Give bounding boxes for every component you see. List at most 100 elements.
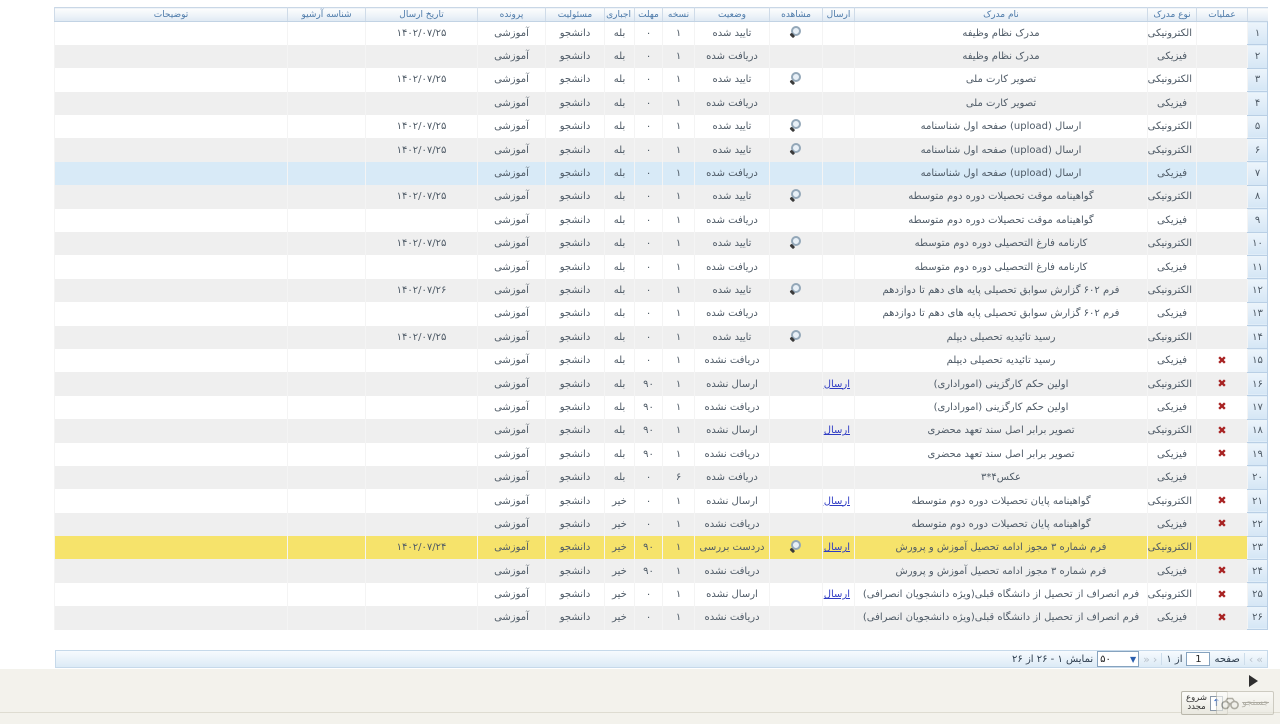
table-row[interactable]: ۲۵ ✖ الکترونیکی فرم انصراف از تحصیل از دانش… xyxy=(54,582,1268,607)
view-cell xyxy=(769,255,823,279)
table-row[interactable]: ۲۶ ✖ فیزیکی فرم انصراف از تحصیل از دانشگاه … xyxy=(54,605,1268,631)
view-cell xyxy=(769,208,823,233)
status-cell: دریافت شده xyxy=(694,302,770,326)
magnifier-icon[interactable] xyxy=(790,189,802,201)
table-row[interactable]: ۲۲ ✖ فیزیکی گواهینامه پایان تحصیلات دوره دو… xyxy=(54,512,1268,537)
send-link[interactable]: ارسال xyxy=(823,542,850,554)
table-row[interactable]: ۲۰ فیزیکی عکس۴*۳ دریافت شده ۶ ۰ بله دانشجو آموزش… xyxy=(54,465,1268,490)
table-row[interactable]: ۸ الکترونیکی گواهینامه موقت تحصیلات دوره د… xyxy=(54,184,1268,210)
table-row[interactable]: ۷ فیزیکی ارسال (upload) صفحه اول شناسنامه د… xyxy=(54,161,1268,186)
table-row[interactable]: ۴ فیزیکی تصویر کارت ملی دریافت شده ۱ ۰ بله دانش… xyxy=(54,91,1268,116)
table-row[interactable]: ۱۴ الکترونیکی رسید تائیدیه تحصیلی دیپلم تای… xyxy=(54,325,1268,350)
magnifier-icon[interactable] xyxy=(790,236,802,248)
column-header-send[interactable]: ارسال xyxy=(822,7,855,22)
column-header-view[interactable]: مشاهده xyxy=(769,7,823,22)
responsibility-cell: دانشجو xyxy=(545,302,605,326)
magnifier-icon[interactable] xyxy=(790,329,802,342)
next-page-icon[interactable]: ‹ xyxy=(1152,652,1158,666)
page-size-select[interactable]: ▼ ۵۰ xyxy=(1097,651,1140,667)
delete-icon[interactable]: ✖ xyxy=(1217,377,1227,391)
table-row[interactable]: ۵ الکترونیکی ارسال (upload) صفحه اول شناسن… xyxy=(54,114,1268,139)
send-cell: ارسال xyxy=(822,489,855,513)
delete-icon[interactable]: ✖ xyxy=(1217,587,1227,601)
deadline-cell: ۰ xyxy=(634,208,663,233)
delete-icon[interactable]: ✖ xyxy=(1217,564,1227,578)
folder-cell: آموزشی xyxy=(477,348,546,373)
table-row[interactable]: ۲۱ ✖ الکترونیکی گواهینامه پایان تحصیلات دور… xyxy=(54,488,1268,514)
table-row[interactable]: ۱۳ فیزیکی فرم ۶۰۲ گزارش سوابق تحصیلی پایه … xyxy=(54,301,1268,327)
magnifier-icon[interactable] xyxy=(790,119,802,131)
delete-icon[interactable]: ✖ xyxy=(1217,400,1227,414)
send-link[interactable]: ارسال xyxy=(823,495,850,507)
column-header-rownum[interactable] xyxy=(1247,7,1268,22)
archive-id-cell xyxy=(287,68,366,92)
column-header-folder[interactable]: پرونده xyxy=(477,7,546,22)
column-header-copies[interactable]: نسخه xyxy=(662,7,695,22)
magnifier-icon[interactable] xyxy=(790,142,802,155)
magnifier-icon[interactable] xyxy=(790,282,802,295)
prev-page-icon[interactable]: › xyxy=(1248,652,1254,666)
column-header-doctype[interactable]: نوع مدرک xyxy=(1147,7,1197,22)
delete-icon[interactable]: ✖ xyxy=(1217,494,1227,507)
last-page-icon[interactable]: « xyxy=(1143,652,1150,666)
table-row[interactable]: ۱۶ ✖ الکترونیکی اولین حکم کارگزینی (امورادا… xyxy=(54,371,1268,397)
table-row[interactable]: ۱ الکترونیکی مدرک نظام وظیفه تایید شده ۱ ۰ بله… xyxy=(54,20,1268,46)
table-row[interactable]: ۶ الکترونیکی ارسال (upload) صفحه اول شناسن… xyxy=(54,137,1268,163)
send-link[interactable]: ارسال xyxy=(823,378,850,390)
page-number-input[interactable] xyxy=(1186,652,1211,666)
column-header-required[interactable]: اجباری xyxy=(604,7,635,22)
magnifier-icon[interactable] xyxy=(790,540,802,552)
column-header-docname[interactable]: نام مدرک xyxy=(854,7,1148,22)
row-number: ۲۳ xyxy=(1247,535,1268,560)
delete-icon[interactable]: ✖ xyxy=(1217,517,1227,531)
delete-icon[interactable]: ✖ xyxy=(1217,610,1227,624)
column-header-date[interactable]: تاریخ ارسال xyxy=(365,7,478,22)
send-cell xyxy=(822,395,855,420)
first-page-icon[interactable]: » xyxy=(1256,652,1263,666)
notes-cell xyxy=(54,606,288,630)
document-name-cell: اولین حکم کارگزینی (اموراداری) xyxy=(854,395,1148,420)
send-date-cell: ۱۴۰۲/۰۷/۲۵ xyxy=(365,68,478,92)
table-row[interactable]: ۹ فیزیکی گواهینامه موقت تحصیلات دوره دوم م… xyxy=(54,208,1268,233)
notes-cell xyxy=(54,278,288,303)
scroll-right-icon[interactable] xyxy=(1249,675,1258,687)
table-row[interactable]: ۱۰ الکترونیکی کارنامه فارغ التحصیلی دوره د… xyxy=(54,231,1268,256)
column-header-ops[interactable]: عملیات xyxy=(1196,7,1248,22)
table-row[interactable]: ۱۵ ✖ فیزیکی رسید تائیدیه تحصیلی دیپلم دریافت… xyxy=(54,348,1268,373)
archive-id-cell xyxy=(287,302,366,326)
table-row[interactable]: ۲۳ الکترونیکی فرم شماره ۳ مجوز ادامه تحصیل… xyxy=(54,535,1268,560)
folder-cell: آموزشی xyxy=(477,559,546,583)
magnifier-icon[interactable] xyxy=(790,25,802,38)
column-header-archive[interactable]: شناسه آرشیو xyxy=(287,7,366,22)
required-cell: خیر xyxy=(604,559,635,583)
send-link[interactable]: ارسال xyxy=(823,425,850,437)
delete-icon[interactable]: ✖ xyxy=(1217,447,1227,461)
delete-icon[interactable]: ✖ xyxy=(1217,423,1227,437)
column-header-resp[interactable]: مسئولیت xyxy=(545,7,605,22)
table-row[interactable]: ۱۹ ✖ فیزیکی تصویر برابر اصل سند تعهد محضری د… xyxy=(54,442,1268,467)
responsibility-cell: دانشجو xyxy=(545,255,605,279)
table-row[interactable]: ۱۱ فیزیکی کارنامه فارغ التحصیلی دوره دوم م… xyxy=(54,254,1268,280)
row-number: ۱۵ xyxy=(1247,348,1268,373)
delete-icon[interactable]: ✖ xyxy=(1217,353,1227,367)
table-row[interactable]: ۳ الکترونیکی تصویر کارت ملی تایید شده ۱ ۰ بله د… xyxy=(54,67,1268,93)
table-row[interactable]: ۱۷ ✖ فیزیکی اولین حکم کارگزینی (اموراداری) د… xyxy=(54,395,1268,420)
operations-cell xyxy=(1196,536,1248,560)
view-cell xyxy=(769,44,823,69)
column-header-deadline[interactable]: مهلت xyxy=(634,7,663,22)
archive-id-cell xyxy=(287,325,366,349)
document-type-cell: الکترونیکی xyxy=(1147,278,1197,303)
view-cell xyxy=(769,512,823,537)
table-row[interactable]: ۲ فیزیکی مدرک نظام وظیفه دریافت شده ۱ ۰ بله دان… xyxy=(54,44,1268,69)
column-header-status[interactable]: وضعیت xyxy=(694,7,770,22)
send-link[interactable]: ارسال xyxy=(823,589,850,601)
column-header-notes[interactable]: توضیحات xyxy=(54,7,288,22)
required-cell: بله xyxy=(604,419,635,443)
table-row[interactable]: ۲۴ ✖ فیزیکی فرم شماره ۳ مجوز ادامه تحصیل آم… xyxy=(54,558,1268,584)
table-row[interactable]: ۱۸ ✖ الکترونیکی تصویر برابر اصل سند تعهد مح… xyxy=(54,418,1268,444)
table-row[interactable]: ۱۲ الکترونیکی فرم ۶۰۲ گزارش سوابق تحصیلی پ… xyxy=(54,278,1268,303)
magnifier-icon[interactable] xyxy=(790,72,802,84)
required-cell: بله xyxy=(604,325,635,349)
search-button[interactable]: جستجو xyxy=(1216,691,1274,715)
